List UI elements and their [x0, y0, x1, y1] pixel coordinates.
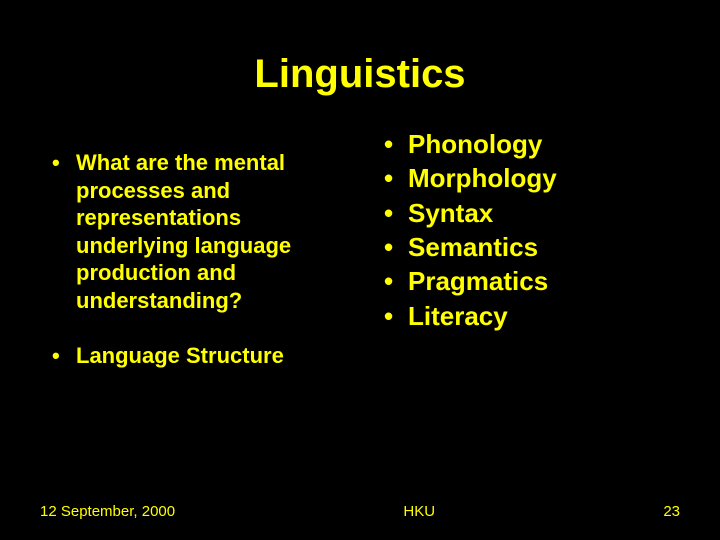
list-item: Syntax: [380, 196, 672, 230]
footer-page-number: 23: [663, 503, 680, 520]
slide-title: Linguistics: [0, 0, 720, 127]
footer-date: 12 September, 2000: [40, 503, 175, 520]
slide: Linguistics What are the mental processe…: [0, 0, 720, 540]
left-bullet-list: What are the mental processes and repres…: [48, 149, 340, 370]
right-column: Phonology Morphology Syntax Semantics Pr…: [380, 127, 672, 398]
list-item: Semantics: [380, 230, 672, 264]
right-bullet-list: Phonology Morphology Syntax Semantics Pr…: [380, 127, 672, 333]
slide-content: What are the mental processes and repres…: [0, 127, 720, 398]
list-item: Phonology: [380, 127, 672, 161]
list-item: Morphology: [380, 161, 672, 195]
slide-footer: 12 September, 2000 HKU 23: [0, 503, 720, 520]
list-item: Pragmatics: [380, 264, 672, 298]
left-column: What are the mental processes and repres…: [48, 127, 340, 398]
list-item: Language Structure: [48, 342, 340, 370]
list-item: Literacy: [380, 299, 672, 333]
list-item: What are the mental processes and repres…: [48, 149, 340, 314]
footer-center: HKU: [175, 503, 663, 520]
